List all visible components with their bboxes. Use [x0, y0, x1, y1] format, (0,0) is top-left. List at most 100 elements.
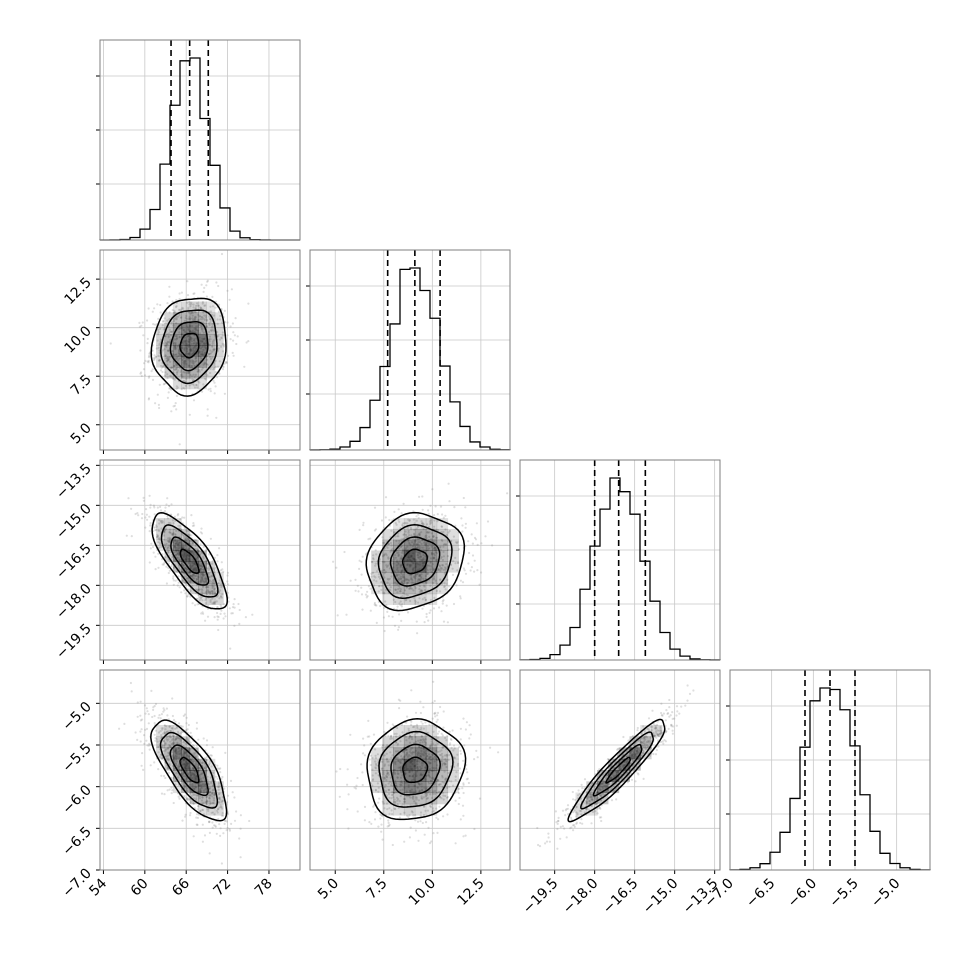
sample-point: [396, 776, 399, 779]
sample-point: [412, 794, 415, 798]
sample-point: [443, 572, 446, 575]
sample-point: [431, 743, 434, 746]
sample-point: [217, 347, 220, 350]
sample-point: [162, 739, 165, 743]
sample-point: [411, 541, 414, 544]
sample-point: [216, 318, 219, 321]
sample-point: [167, 332, 170, 335]
density-cell: [172, 736, 182, 749]
sample-point: [393, 530, 396, 534]
sample-point: [387, 764, 390, 767]
sample-point: [445, 604, 448, 607]
sample-point: [175, 373, 178, 376]
sample-point: [432, 575, 435, 578]
sample-point: [418, 783, 421, 786]
sample-point: [406, 751, 409, 754]
sample-point: [183, 575, 186, 578]
sample-point: [442, 543, 446, 546]
sample-point: [441, 791, 444, 795]
sample-point: [136, 715, 139, 718]
sample-point: [148, 354, 151, 357]
sample-point: [151, 545, 155, 549]
sample-point: [421, 821, 424, 825]
sample-point: [187, 318, 191, 321]
sample-point: [187, 579, 190, 582]
sample-point: [167, 751, 170, 754]
sample-point: [386, 581, 389, 584]
sample-point: [192, 360, 195, 363]
sample-point: [156, 535, 159, 538]
sample-point: [118, 727, 121, 730]
sample-point: [407, 531, 410, 534]
sample-point: [219, 595, 223, 598]
sample-point: [399, 600, 402, 603]
sample-point: [157, 333, 160, 336]
sample-point: [222, 570, 225, 573]
sample-point: [203, 834, 207, 837]
sample-point: [173, 318, 176, 321]
sample-point: [148, 375, 151, 378]
sample-point: [159, 505, 162, 508]
sample-point: [441, 774, 444, 778]
sample-point: [452, 784, 455, 787]
sample-point: [190, 383, 193, 386]
sample-point: [422, 577, 425, 580]
sample-point: [418, 745, 421, 748]
sample-point: [398, 559, 401, 562]
sample-point: [443, 762, 446, 765]
sample-point: [228, 298, 231, 301]
sample-point: [360, 593, 364, 596]
sample-point: [202, 555, 205, 558]
sample-point: [213, 587, 216, 590]
sample-point: [418, 588, 421, 591]
histogram-panel-2: [516, 459, 721, 661]
sample-point: [166, 546, 169, 549]
sample-point: [336, 614, 339, 617]
sample-point: [222, 617, 225, 620]
sample-point: [199, 810, 202, 813]
sample-point: [206, 769, 209, 772]
sample-point: [380, 585, 383, 588]
sample-point: [388, 807, 391, 810]
density-cell: [181, 367, 191, 379]
sample-point: [403, 533, 406, 536]
sample-point: [390, 797, 393, 800]
sample-point: [187, 308, 190, 311]
sample-point: [212, 788, 215, 791]
density-cell: [156, 518, 165, 530]
sample-point: [400, 581, 403, 584]
sample-point: [198, 365, 201, 368]
density-cell: [206, 572, 216, 584]
sample-point: [186, 568, 189, 571]
sample-point: [149, 506, 152, 509]
sample-point: [172, 320, 175, 323]
sample-point: [417, 516, 420, 519]
sample-point: [387, 788, 391, 791]
sample-point: [193, 375, 196, 378]
sample-point: [212, 368, 215, 371]
sample-point: [189, 373, 192, 377]
sample-point: [439, 705, 442, 709]
sample-point: [404, 579, 407, 582]
sample-point: [172, 759, 175, 762]
sample-point: [194, 752, 197, 755]
sample-point: [180, 562, 183, 566]
sample-point: [188, 371, 191, 374]
sample-point: [168, 735, 171, 738]
sample-point: [436, 711, 440, 715]
density-cell: [206, 781, 216, 794]
sample-point: [204, 766, 207, 770]
sample-point: [205, 593, 208, 596]
sample-point: [208, 796, 211, 799]
contour-line: [401, 548, 428, 575]
sample-point: [413, 725, 416, 728]
sample-point: [209, 802, 212, 805]
density-cell: [425, 792, 438, 805]
panel-content: [536, 684, 695, 850]
sample-point: [231, 322, 234, 325]
sample-point: [413, 543, 416, 546]
sample-point: [178, 335, 181, 339]
sample-point: [390, 549, 393, 552]
sample-point: [245, 341, 248, 344]
sample-point: [166, 357, 169, 360]
